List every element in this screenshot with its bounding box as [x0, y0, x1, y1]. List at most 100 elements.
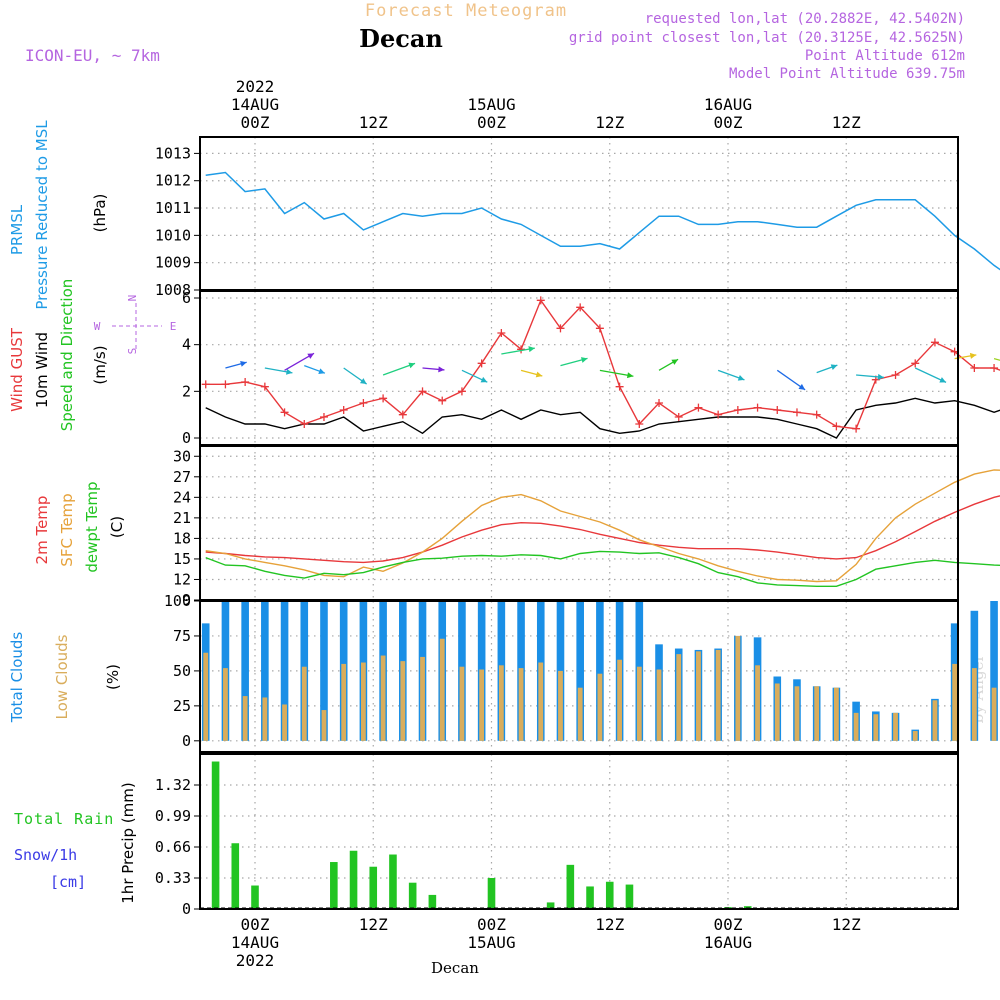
wind-arrow-head — [359, 378, 367, 385]
clouds-unit-label: (%) — [104, 664, 122, 690]
temp-2m-line — [205, 495, 1000, 564]
low-clouds-bar — [400, 661, 406, 741]
wind-gust-marker — [832, 422, 841, 431]
wind-gust-marker — [733, 406, 742, 414]
low-clouds-bar — [755, 665, 760, 741]
rain-bar — [586, 886, 594, 909]
low-clouds-bar — [873, 714, 879, 741]
low-clouds-bar — [617, 659, 623, 741]
pressure-frame — [199, 136, 959, 291]
bottom-time-tick-label: 12Z — [595, 915, 624, 934]
total-clouds-label: Total Clouds — [8, 632, 26, 724]
low-clouds-bar — [794, 686, 800, 741]
compass-e: E — [170, 320, 177, 333]
low-clouds-bar — [814, 686, 820, 741]
pressure-label-prmsl: PRMSL — [8, 204, 26, 255]
model-point-altitude: Model Point Altitude 639.75m — [729, 66, 965, 82]
wind-arrow-head — [318, 368, 325, 374]
wind-gust-marker — [576, 303, 585, 312]
precipitation-panel: 0 0.33 0.66 0.99 1.32 — [155, 754, 958, 918]
low-clouds-bar — [262, 697, 268, 741]
wind-gust-marker — [694, 403, 703, 412]
top-year-label: 2022 — [236, 77, 275, 96]
pressure-label-description: Pressure Reduced to MSL — [33, 120, 51, 310]
low-clouds-bar — [597, 673, 603, 741]
rain-bar — [211, 761, 220, 909]
bottom-date-label: 14AUG — [231, 933, 279, 952]
low-clouds-bar — [577, 687, 583, 741]
y-tick-label: 2 — [182, 382, 191, 400]
wind-gust-marker — [615, 382, 624, 391]
low-clouds-bar — [360, 662, 366, 741]
low-clouds-bar — [952, 663, 958, 741]
rain-bar — [566, 864, 575, 909]
point-altitude: Point Altitude 612m — [805, 48, 965, 64]
y-tick-label: 100 — [164, 592, 191, 610]
wind-gust-marker — [280, 408, 289, 417]
bottom-time-tick-label: 00Z — [241, 915, 270, 934]
wind-gust-marker — [497, 329, 506, 337]
rain-bar — [349, 850, 358, 909]
wind-gust-marker — [536, 296, 545, 305]
compass-n: N — [126, 295, 139, 302]
wind-gust-marker — [792, 408, 801, 417]
wind-gust-marker — [241, 378, 250, 386]
precipitation-frame — [199, 753, 959, 910]
low-clouds-bar — [459, 666, 465, 741]
rain-bar — [428, 894, 437, 909]
wind-gust-marker — [379, 394, 388, 403]
wind-gust-marker — [990, 364, 999, 372]
wind-compass-icon: N S W E — [94, 295, 177, 355]
y-tick-label: 0.66 — [155, 838, 191, 856]
top-date-label: 14AUG — [231, 95, 279, 114]
low-clouds-bar — [833, 687, 839, 741]
wind-gust-marker — [970, 364, 979, 372]
rain-bar — [487, 878, 496, 909]
requested-coordinates: requested lon,lat (20.2882E, 42.5402N) — [645, 11, 965, 27]
low-clouds-bar — [538, 662, 544, 741]
wind-arrow-head — [480, 376, 488, 383]
wind-arrow-head — [830, 364, 838, 371]
low-clouds-bar — [715, 649, 721, 741]
wind-gust-marker — [201, 380, 210, 389]
rain-bar — [546, 902, 555, 909]
wind-gust-marker — [300, 420, 309, 428]
low-clouds-bar — [479, 669, 485, 741]
low-clouds-bar — [676, 654, 682, 741]
low-clouds-bar — [932, 700, 938, 741]
wind-gust-marker — [911, 359, 920, 368]
y-tick-label: 9 — [182, 591, 191, 609]
top-time-tick-label: 12Z — [595, 113, 624, 132]
low-clouds-bar — [971, 668, 977, 741]
low-clouds-bar — [518, 668, 524, 741]
wind-gust-marker — [891, 371, 900, 379]
total-clouds-bar — [261, 601, 269, 741]
model-name: ICON-EU, ~ 7km — [25, 46, 160, 65]
top-time-tick-label: 12Z — [359, 113, 388, 132]
low-clouds-bar — [696, 651, 701, 741]
pressure-line — [205, 171, 1000, 271]
wind-gust-marker — [418, 387, 427, 396]
low-clouds-bar — [203, 652, 209, 741]
y-tick-label: 1010 — [155, 226, 191, 244]
y-tick-label: 6 — [182, 289, 191, 307]
temperature-frame — [199, 445, 959, 601]
low-clouds-bar — [735, 635, 741, 741]
top-time-tick-label: 00Z — [241, 113, 270, 132]
low-clouds-bar — [301, 666, 307, 741]
low-clouds-bar — [223, 668, 228, 741]
low-clouds-bar — [853, 712, 859, 741]
compass-s: S — [126, 348, 139, 355]
wind-gust-marker — [595, 324, 604, 333]
top-time-tick-label: 00Z — [714, 113, 743, 132]
y-tick-label: 75 — [173, 627, 191, 645]
bottom-time-tick-label: 12Z — [359, 915, 388, 934]
low-clouds-bar — [321, 710, 327, 741]
low-clouds-bar — [991, 687, 997, 741]
y-tick-label: 50 — [173, 662, 191, 680]
bottom-time-tick-label: 00Z — [477, 915, 506, 934]
temp-unit-label: (C) — [108, 516, 126, 538]
total-clouds-bar — [596, 601, 604, 741]
wind-arrow-head — [737, 375, 745, 381]
